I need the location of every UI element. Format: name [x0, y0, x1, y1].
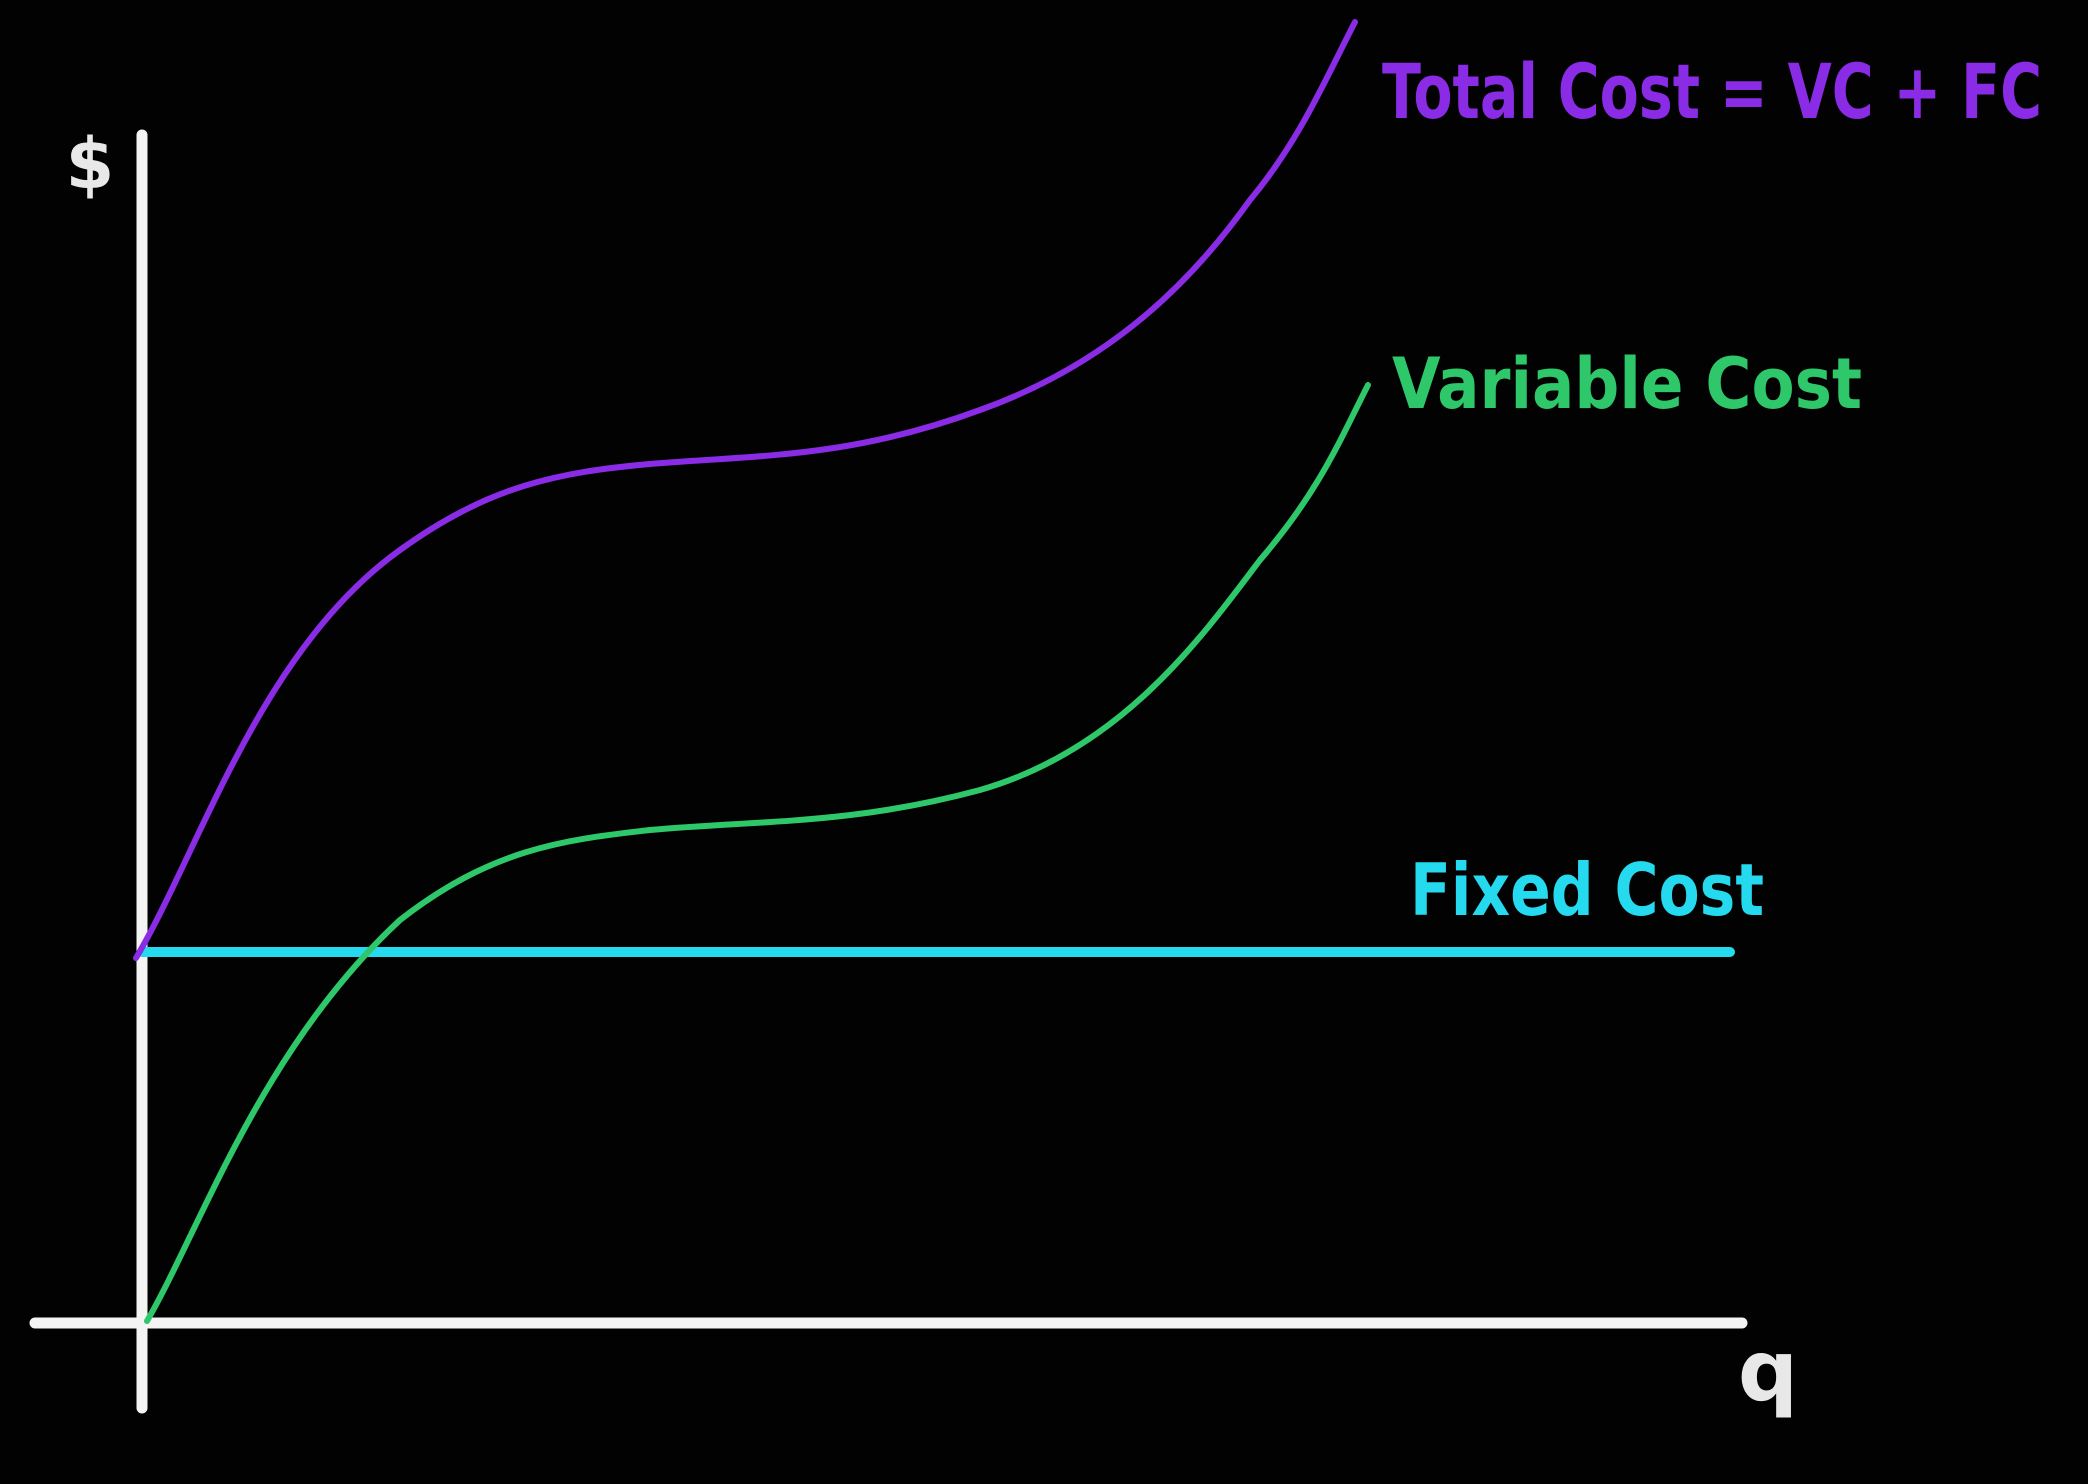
x-axis-label: q — [1738, 1322, 1798, 1420]
y-axis-label: $ — [66, 123, 115, 205]
variable-cost-curve — [144, 382, 1371, 1324]
variable-cost-label: Variable Cost — [1392, 343, 1862, 425]
fixed-cost-label: Fixed Cost — [1410, 848, 1764, 932]
total-cost-label: Total Cost = VC + FC — [1382, 47, 2042, 136]
total-cost-curve — [133, 19, 1358, 961]
